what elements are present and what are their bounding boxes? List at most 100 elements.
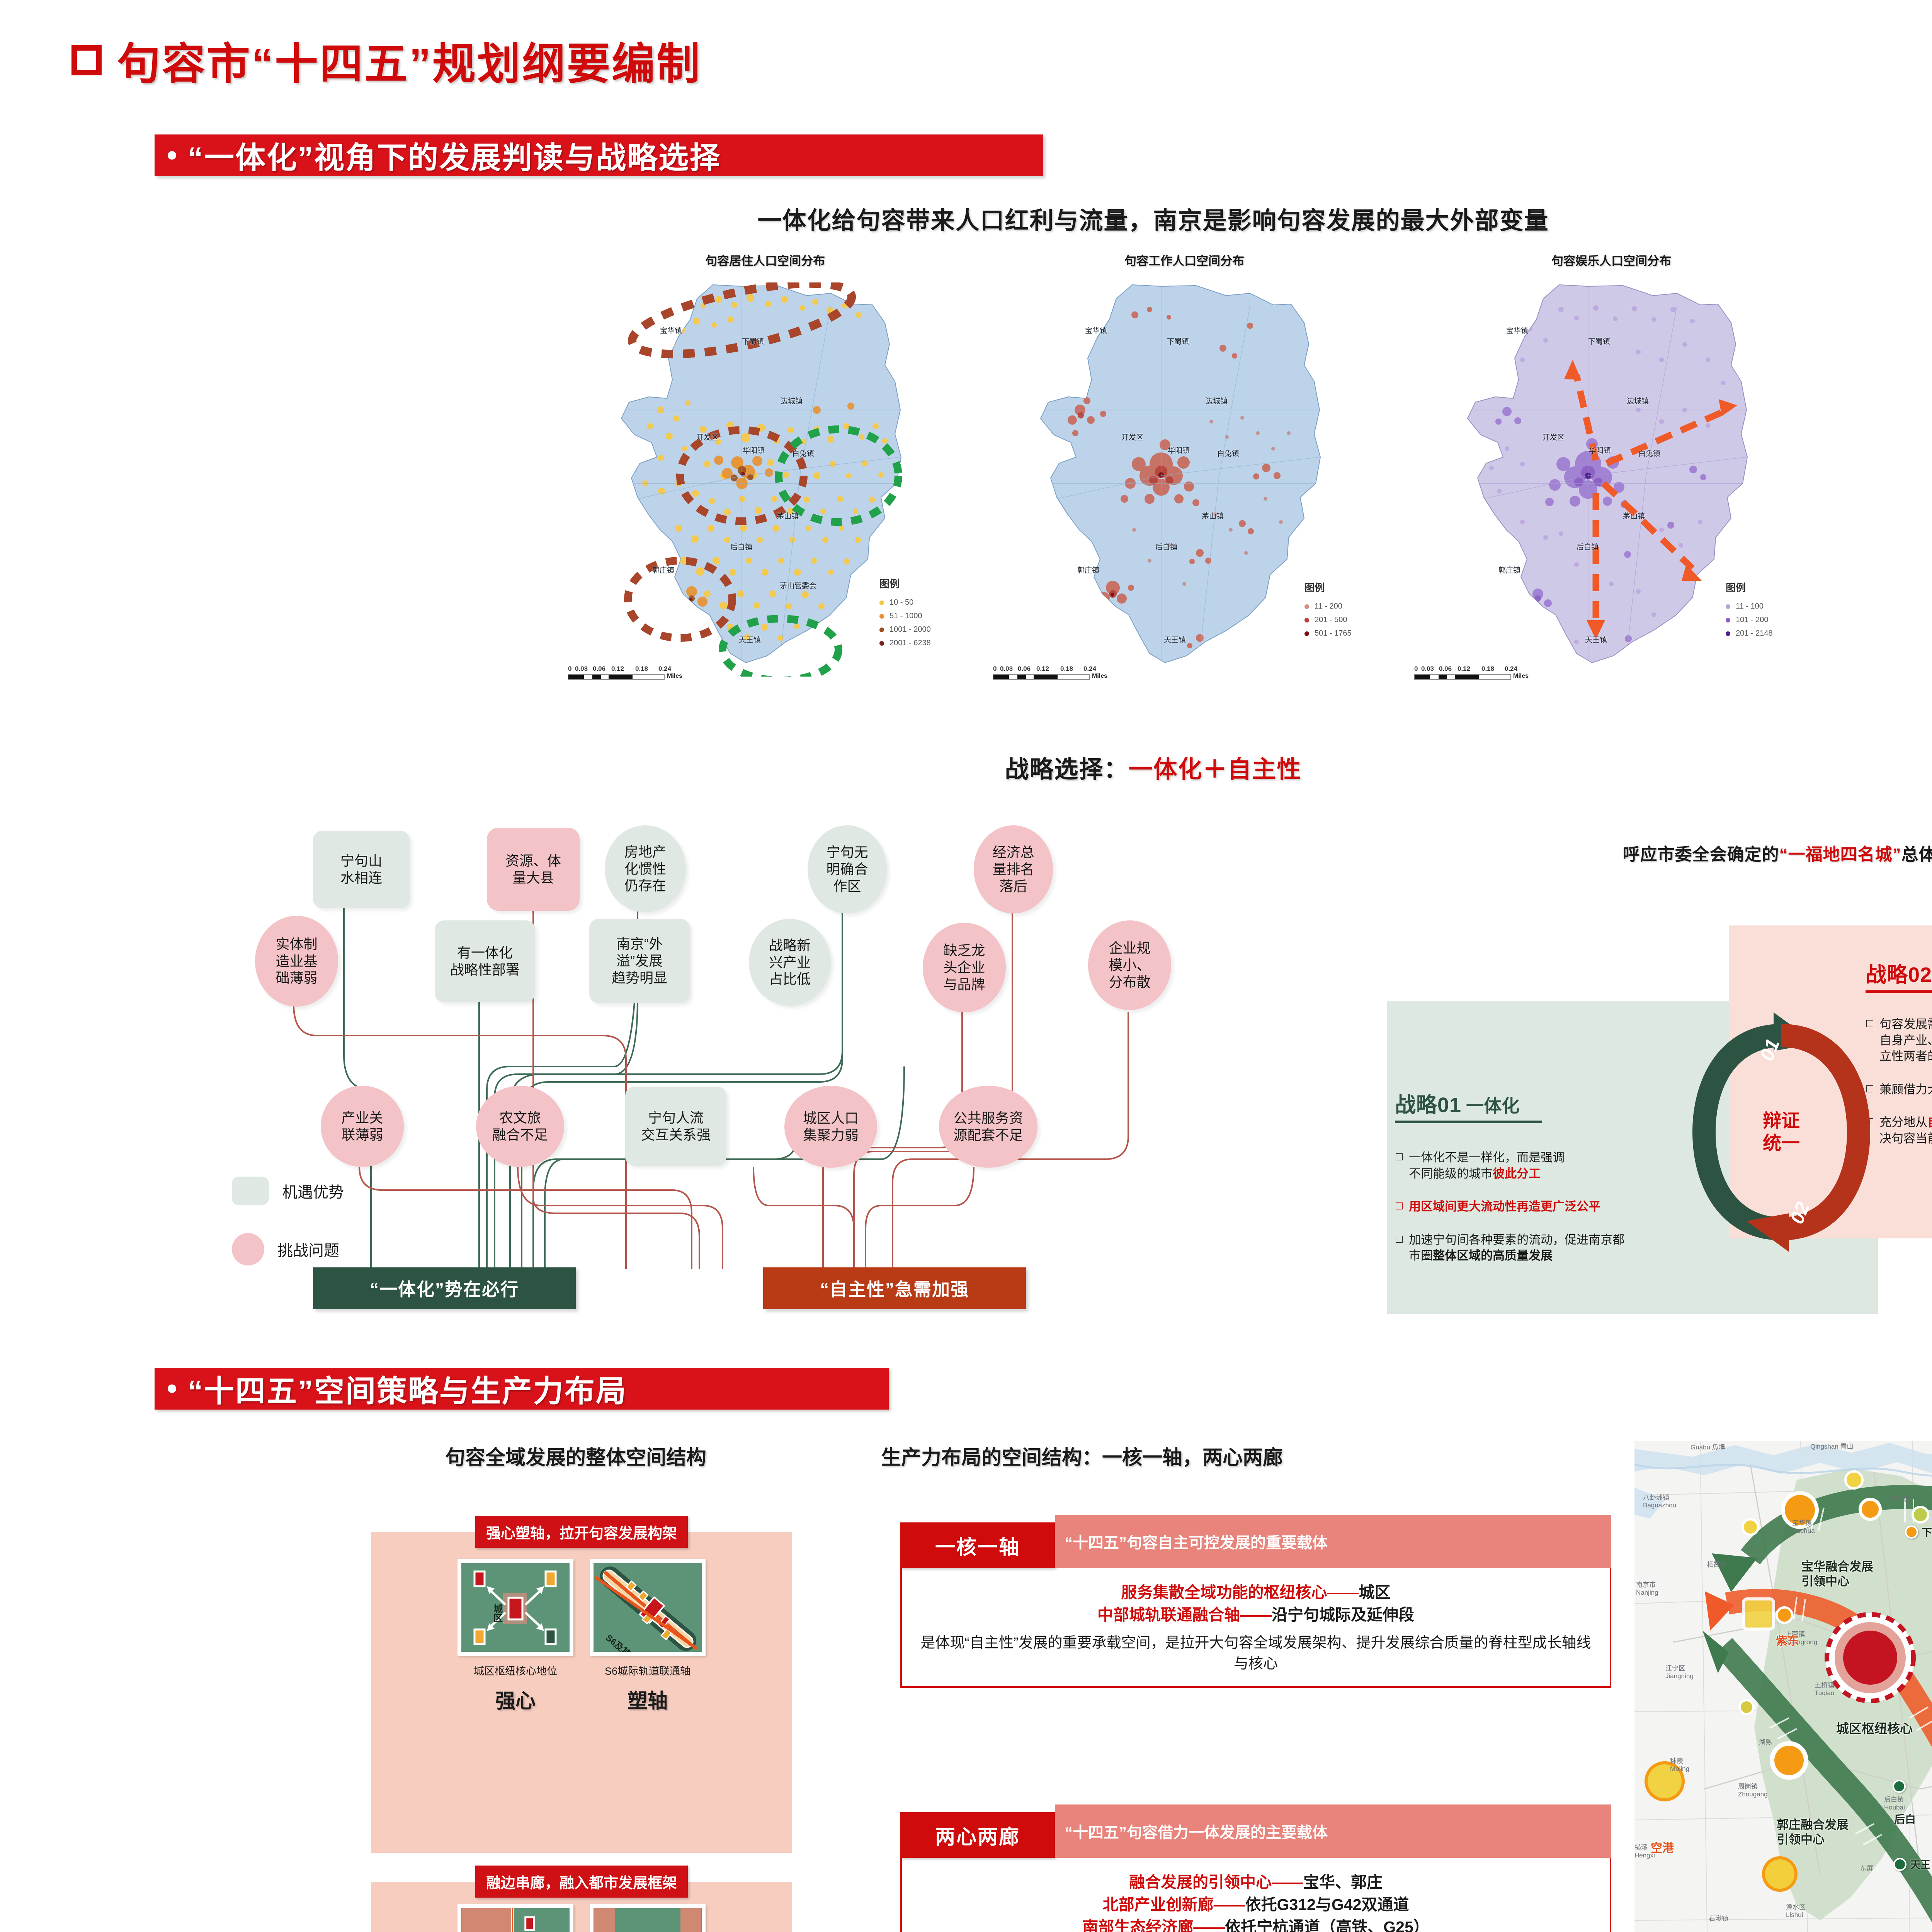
strip-line-red: 融合发展的引领中心—— [1129,1873,1303,1891]
strategy-choice-prefix: 战略选择： [1005,756,1129,783]
strip-line: 北部产业创新廊——依托G312与G42双通道 [914,1893,1597,1916]
map-town-label: 郭庄镇 [1498,566,1521,575]
bubble-challenge: 企业规 模小、 分布散 [1082,914,1171,1010]
map-town-label: 后白镇 [730,543,753,551]
scale-tick: 0.18 [1060,665,1073,672]
strip-body: 融合发展的引领中心——宝华、郭庄 北部产业创新廊——依托G312与G42双通道 … [900,1858,1611,1932]
annotation-baohua-center: 宝华融合发展 引领中心 [1801,1560,1873,1588]
strategy-panel-heading: 呼应市委全会确定的“一福地四名城”总体定位 [1430,840,1932,865]
scale-tick: 0.24 [658,665,672,672]
basemap-label: 周岗镇 Zhougang [1738,1783,1768,1798]
legend-label: 51 - 1000 [889,612,922,620]
legend-label: 10 - 50 [889,598,914,607]
basemap-label: Qingshan 青山 [1810,1443,1854,1450]
checkbox-icon: □ [1866,1082,1874,1095]
scale-tick: 0.24 [1083,665,1097,672]
result-autonomy: “自主性”急需加强 [763,1267,1026,1309]
legend-label: 挑战问题 [277,1242,339,1259]
strategy-01-title: 战略01 一体化 [1395,1088,1542,1123]
spatial-caption: 城区枢纽核心地位 [474,1665,557,1677]
map-town-label: 边城镇 [781,397,803,405]
maps-heading: 一体化给句容带来人口红利与流量，南京是影响句容发展的最大外部变量 [757,207,1549,234]
spatial-card-edge-corridor: 融边串廊，融入都市发展框架 紫东 句容 紫东科创大走廊 融边 [371,1866,792,1932]
map-town-label: 华阳镇 [1589,447,1611,455]
item-text: 充分地从自主体系角度来分析、解决句容当前存在的问题 [1879,1116,1932,1145]
map-scalebar: 0 0.03 0.06 0.12 0.18 0.24 Miles [1414,665,1529,680]
map-town-label: 白兔镇 [1217,450,1240,458]
strip-one-core-one-axis: 一核一轴 “十四五”句容自主可控发展的重要载体 服务集散全域功能的枢纽核心——城… [900,1515,1611,1688]
heading-suffix: 总体定位 [1901,845,1932,864]
spatial-card-header: 融边串廊，融入都市发展框架 [475,1866,688,1898]
map-town-label: 下蜀镇 [1167,338,1189,346]
strip-line-black: 依托G312与G42双通道 [1245,1896,1409,1914]
item-text: 句容发展需要兼顾好融入都市圈和自身产业、人口公共服务体系的独立性两者的辩证关系 [1879,1017,1932,1063]
legend-title: 图例 [1304,582,1325,594]
basemap-label: 下蜀镇 [1889,1495,1909,1503]
map-town-label: 下蜀镇 [1588,338,1611,346]
bullet-square-icon [71,45,102,75]
legend-label: 501 - 1765 [1315,629,1352,638]
strategy-01-item: □ 用区域间更大流动性再造更广泛公平 [1396,1199,1689,1215]
legend-row: 101 - 200 [1726,616,1773,624]
legend-row: 1001 - 2000 [879,625,931,634]
map-title: 句容居住人口空间分布 [705,254,825,268]
scale-tick: 0.03 [1000,665,1013,672]
map-town-label: 茅山镇 [1623,512,1645,520]
basemap-label: 土桥镇 Tuqiao [1815,1682,1835,1697]
strip-line-red: 北部产业创新廊—— [1102,1896,1245,1914]
productivity-layout-map: Guabu 瓜埠 Qingshan 青山 世业镇Shiye 镇江Zhenjian… [1634,1441,1932,1932]
scale-tick: 0.12 [1036,665,1049,672]
strip-line: 南部生态经济廊——依托宁杭通道（高铁、G25） [914,1916,1597,1932]
strategy-01-underline [1395,1121,1542,1123]
legend-label: 机遇优势 [282,1184,344,1201]
bubble-challenge: 公共服务资 源配套不足 [932,1079,1037,1168]
strategy-02-underline [1866,990,1932,993]
map-town-label: 郭庄镇 [1077,566,1100,575]
section-banner-2: “十四五”空间策略与生产力布局 [155,1368,889,1410]
basemap-label: 江宁区 Jiangning [1665,1665,1694,1680]
spatial-tile: S6及其延伸段 S6城际轨道联通轴 塑轴 [590,1559,706,1714]
diagram-legend: 机遇优势 挑战问题 [227,1172,344,1293]
bubble-label: 企业规 模小、 分布散 [1109,940,1151,990]
bubble-label: 房地产 化惯性 仍存在 [624,844,666,894]
legend-row: 11 - 200 [1304,602,1352,611]
bubble-label: 公共服务资 源配套不足 [953,1110,1023,1143]
bullet-dot-icon [168,151,176,160]
spatial-tiles: 紫东 句容 紫东科创大走廊 融边 南京 句容 镇江 G31 [371,1882,792,1932]
legend-title: 图例 [1726,582,1746,594]
bubble-opportunity: 有一体化 战略性部署 [428,914,535,1002]
legend-row: 501 - 1765 [1304,629,1352,638]
bubble-opportunity: 宁句无 明确合 作区 [801,819,887,913]
item-text: 加速宁句间各种要素的流动，促进南京都 市圈整体区域的高质量发展 [1409,1233,1625,1263]
strip-line-red: 南部生态经济廊—— [1082,1918,1225,1932]
item-text: 兼顾借力大都市与县域发展自主可控 [1879,1082,1932,1096]
legend-row: 201 - 2148 [1726,629,1773,638]
map-town-label: 华阳镇 [743,447,765,455]
cycle-arrows-icon [1692,1012,1870,1252]
map-town-label: 开发区 [696,434,719,442]
map-panel-residential: 句容居住人口空间分布 [560,251,970,731]
legend-label: 2001 - 6238 [889,639,931,647]
result-label: “一体化”势在必行 [370,1279,519,1299]
legend-dot-icon [879,600,884,605]
tile-inner-label: 城区 [492,1604,503,1622]
legend-dot-icon [1304,604,1309,609]
bullet-dot-icon [168,1384,176,1393]
bubble-opportunity: 宁句人流 交互关系强 [619,1080,726,1166]
section-2-label: “十四五”空间策略与生产力布局 [188,1374,628,1408]
legend-label: 101 - 200 [1736,616,1769,624]
bubble-label: 实体制 造业基 础薄弱 [276,936,318,986]
town-label-houbai: 后白 [1894,1813,1916,1825]
strip-line: 中部城轨联通融合轴——沿宁句城际及延伸段 [914,1604,1597,1626]
strip-line: 服务集散全域功能的枢纽核心——城区 [914,1581,1597,1604]
result-label: “自主性”急需加强 [820,1279,969,1299]
strong-core-diagram-icon: 城区 [461,1563,570,1652]
spatial-card-strong-core: 强心塑轴，拉开句容发展构架 [371,1516,792,1853]
strip-subtitle: “十四五”句容自主可控发展的重要载体 [1055,1515,1611,1568]
strip-two-centers-two-corridors: 两心两廊 “十四五”句容借力一体发展的主要载体 融合发展的引领中心——宝华、郭庄… [900,1804,1611,1932]
map-town-label: 宝华镇 [660,327,682,335]
bubble-challenge: 城区人口 集聚力弱 [778,1079,877,1168]
map-town-label: 边城镇 [1206,397,1228,405]
legend-dot-icon [1726,631,1730,636]
legend-swatch-opportunity-icon [227,1172,269,1205]
